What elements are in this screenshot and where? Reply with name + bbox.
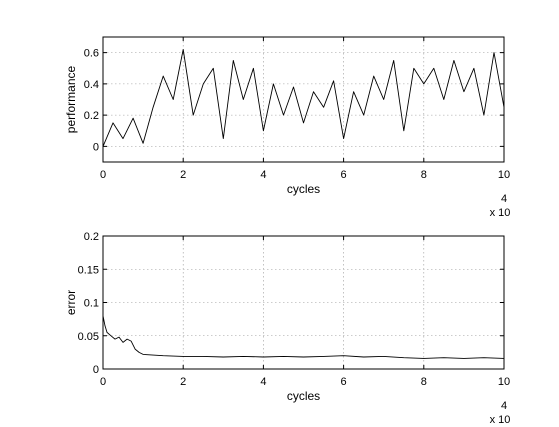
- error-xtick-label-3: 6: [341, 376, 347, 388]
- performance-x-multiplier-label: x 10: [490, 207, 511, 219]
- performance-ytick-label-0: 0: [93, 141, 99, 153]
- performance-plot-area: [103, 37, 504, 162]
- performance-xtick-label-2: 4: [260, 169, 266, 181]
- performance-xtick-label-3: 6: [341, 169, 347, 181]
- error-ytick-label-0: 0: [93, 364, 99, 376]
- error-ytick-label-1: 0.05: [78, 331, 99, 343]
- error-xtick-label-4: 8: [421, 376, 427, 388]
- performance-ytick-label-1: 0.2: [84, 110, 99, 122]
- error-xtick-label-1: 2: [180, 376, 186, 388]
- error-x-axis-label: cycles: [287, 389, 320, 403]
- performance-xtick-label-0: 0: [100, 169, 106, 181]
- error-xtick-label-5: 10: [498, 376, 510, 388]
- error-xtick-label-2: 4: [260, 376, 266, 388]
- error-x-multiplier-label: x 10: [490, 414, 511, 426]
- performance-axes-frame: [102, 36, 505, 163]
- error-ytick-label-2: 0.1: [84, 298, 99, 310]
- performance-xtick-label-1: 2: [180, 169, 186, 181]
- error-ytick-label-4: 0.2: [84, 231, 99, 243]
- performance-x-axis-label: cycles: [287, 182, 320, 196]
- performance-ytick-label-3: 0.6: [84, 48, 99, 60]
- performance-xtick-label-5: 10: [498, 169, 510, 181]
- error-xtick-label-0: 0: [100, 376, 106, 388]
- error-x-multiplier-exponent: 4: [501, 400, 507, 412]
- performance-series-line-0: [102, 49, 505, 147]
- performance-xtick-label-4: 8: [421, 169, 427, 181]
- error-ytick-label-3: 0.15: [78, 264, 99, 276]
- error-series-line-0: [102, 315, 505, 359]
- performance-ytick-label-2: 0.4: [84, 79, 99, 91]
- performance-x-multiplier-exponent: 4: [501, 193, 507, 205]
- error-panel: 0 2 4 6 8 10 0 0.05 0.1 0.15 0.2 cycles error 4 x 10: [64, 231, 510, 426]
- error-y-axis-label: error: [64, 290, 78, 315]
- performance-y-axis-label: performance: [64, 65, 78, 133]
- performance-panel: 0 2 4 6 8 10 0 0.2 0.4 0.6 cycles performance 4 x 10: [64, 36, 511, 219]
